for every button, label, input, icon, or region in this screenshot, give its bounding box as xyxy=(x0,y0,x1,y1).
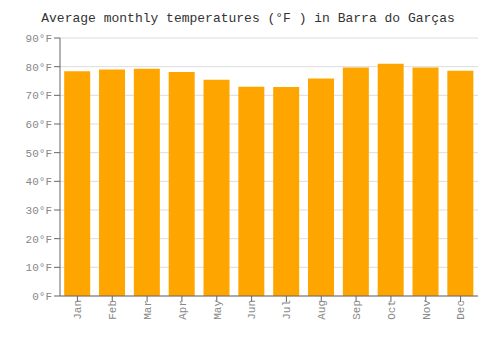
svg-text:10°F: 10°F xyxy=(26,262,52,274)
svg-text:50°F: 50°F xyxy=(26,148,52,160)
svg-text:May: May xyxy=(212,300,224,320)
svg-text:40°F: 40°F xyxy=(26,176,52,188)
svg-text:Jun: Jun xyxy=(246,300,258,320)
svg-text:0°F: 0°F xyxy=(32,291,52,303)
svg-text:30°F: 30°F xyxy=(26,205,52,217)
svg-text:80°F: 80°F xyxy=(26,62,52,74)
svg-text:70°F: 70°F xyxy=(26,90,52,102)
svg-text:Feb: Feb xyxy=(107,300,119,320)
svg-text:90°F: 90°F xyxy=(26,33,52,45)
svg-text:Dec: Dec xyxy=(455,300,467,320)
svg-text:Mar: Mar xyxy=(142,300,154,320)
svg-text:60°F: 60°F xyxy=(26,119,52,131)
svg-text:Jan: Jan xyxy=(72,300,84,320)
svg-text:Apr: Apr xyxy=(177,300,189,320)
svg-text:Jul: Jul xyxy=(281,300,293,320)
svg-text:Oct: Oct xyxy=(386,300,398,320)
svg-text:20°F: 20°F xyxy=(26,234,52,246)
svg-text:Aug: Aug xyxy=(316,300,328,320)
svg-text:Nov: Nov xyxy=(421,300,433,320)
html-text:Average monthly temperatures (: Average monthly temperatures (°F ) in Ba… xyxy=(41,11,455,26)
svg-text:Sep: Sep xyxy=(351,300,363,320)
